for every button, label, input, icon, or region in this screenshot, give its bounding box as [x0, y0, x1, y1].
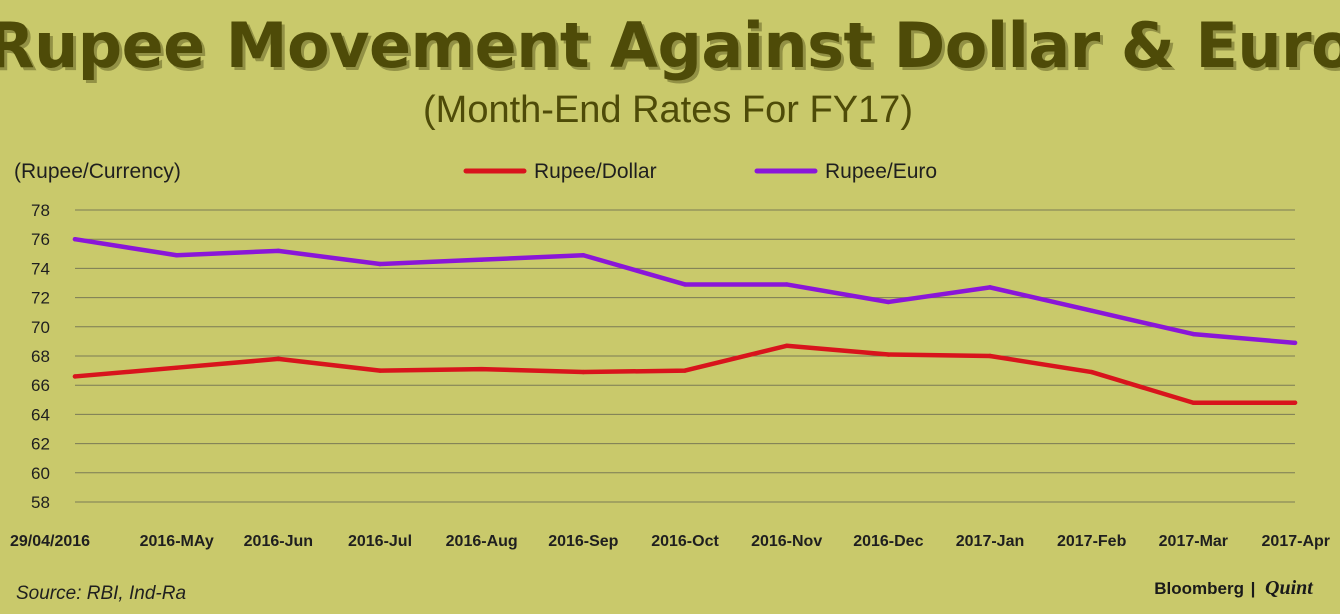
- data-point-rupee-euro: [276, 248, 281, 254]
- data-point-rupee-dollar: [1191, 400, 1196, 405]
- data-point-rupee-dollar: [174, 365, 179, 370]
- data-point-rupee-euro: [1089, 308, 1094, 313]
- y-tick-label: 78: [31, 201, 50, 220]
- x-tick-label: 2016-Aug: [446, 533, 518, 550]
- chart-title-shadow: Rupee Movement Against Dollar & Euro: [0, 12, 1340, 85]
- data-point-rupee-euro: [1191, 331, 1196, 337]
- series-line-rupee-euro: [72, 236, 1298, 346]
- y-tick-label: 60: [31, 464, 50, 483]
- data-point-rupee-dollar: [377, 368, 383, 373]
- data-point-rupee-euro: [987, 285, 993, 290]
- data-point-rupee-dollar: [276, 356, 281, 362]
- x-tick-label: 29/04/2016: [10, 533, 90, 550]
- data-point-rupee-dollar: [682, 368, 688, 373]
- source-note: Source: RBI, Ind-Ra: [16, 583, 186, 604]
- legend: Rupee/Dollar Rupee/Euro: [463, 160, 937, 183]
- data-point-rupee-euro: [72, 237, 78, 242]
- chart-subtitle: (Month-End Rates For FY17): [423, 89, 913, 131]
- x-tick-label: 2016-Dec: [853, 533, 923, 550]
- brand-divider: |: [1251, 579, 1256, 598]
- data-point-rupee-dollar: [886, 352, 891, 357]
- data-point-rupee-euro: [581, 253, 586, 258]
- y-tick-label: 74: [31, 259, 50, 278]
- chart-title: Rupee Movement Against Dollar & Euro: [0, 9, 1340, 82]
- x-tick-label: 2016-Nov: [751, 533, 822, 550]
- data-point-rupee-euro: [784, 282, 789, 287]
- brand-name-quint: Quint: [1265, 577, 1314, 599]
- data-point-rupee-euro: [1292, 340, 1298, 346]
- brand-logo: Bloomberg | Quint: [1154, 577, 1314, 599]
- legend-label-rupee-dollar: Rupee/Dollar: [534, 160, 657, 183]
- data-point-rupee-dollar: [784, 343, 789, 348]
- series-lines: [72, 236, 1298, 405]
- x-tick-label: 2017-Mar: [1159, 533, 1228, 550]
- y-tick-label: 70: [31, 318, 50, 337]
- brand-name-bloomberg: Bloomberg: [1154, 579, 1244, 598]
- x-tick-label: 2017-Apr: [1262, 533, 1330, 550]
- data-point-rupee-dollar: [987, 353, 993, 359]
- y-axis-label: (Rupee/Currency): [14, 160, 181, 183]
- legend-label-rupee-euro: Rupee/Euro: [825, 160, 937, 183]
- x-tick-label: 2017-Feb: [1057, 533, 1127, 550]
- y-tick-label: 62: [31, 435, 50, 454]
- x-tick-label: 2016-Jul: [348, 533, 412, 550]
- y-tick-label: 72: [31, 289, 50, 308]
- x-tick-label: 2016-Jun: [244, 533, 313, 550]
- x-tick-label: 2016-MAy: [140, 533, 214, 550]
- x-tick-label: 2016-Sep: [548, 533, 618, 550]
- y-tick-label: 68: [31, 347, 50, 366]
- data-point-rupee-euro: [377, 261, 383, 267]
- data-point-rupee-dollar: [581, 369, 586, 375]
- y-tick-labels: 58 60 62 64 66 68 70 72 74 76 78: [31, 201, 50, 512]
- series-line-rupee-dollar: [72, 343, 1298, 405]
- data-point-rupee-dollar: [1089, 369, 1094, 375]
- data-point-rupee-euro: [174, 253, 179, 258]
- data-point-rupee-euro: [682, 282, 688, 287]
- data-point-rupee-dollar: [479, 366, 484, 372]
- gridlines: [75, 209, 1295, 503]
- data-point-rupee-dollar: [72, 374, 78, 379]
- data-point-rupee-dollar: [1292, 400, 1298, 405]
- x-tick-label: 2016-Oct: [651, 533, 719, 550]
- data-point-rupee-euro: [886, 299, 891, 305]
- y-tick-label: 58: [31, 493, 50, 512]
- y-tick-label: 66: [31, 376, 50, 395]
- x-tick-label: 2017-Jan: [956, 533, 1025, 550]
- y-tick-label: 64: [31, 405, 50, 424]
- data-point-rupee-euro: [479, 257, 484, 262]
- x-tick-labels: 29/04/2016 2016-MAy 2016-Jun 2016-Jul 2016-A…: [10, 533, 1330, 550]
- y-tick-label: 76: [31, 230, 50, 249]
